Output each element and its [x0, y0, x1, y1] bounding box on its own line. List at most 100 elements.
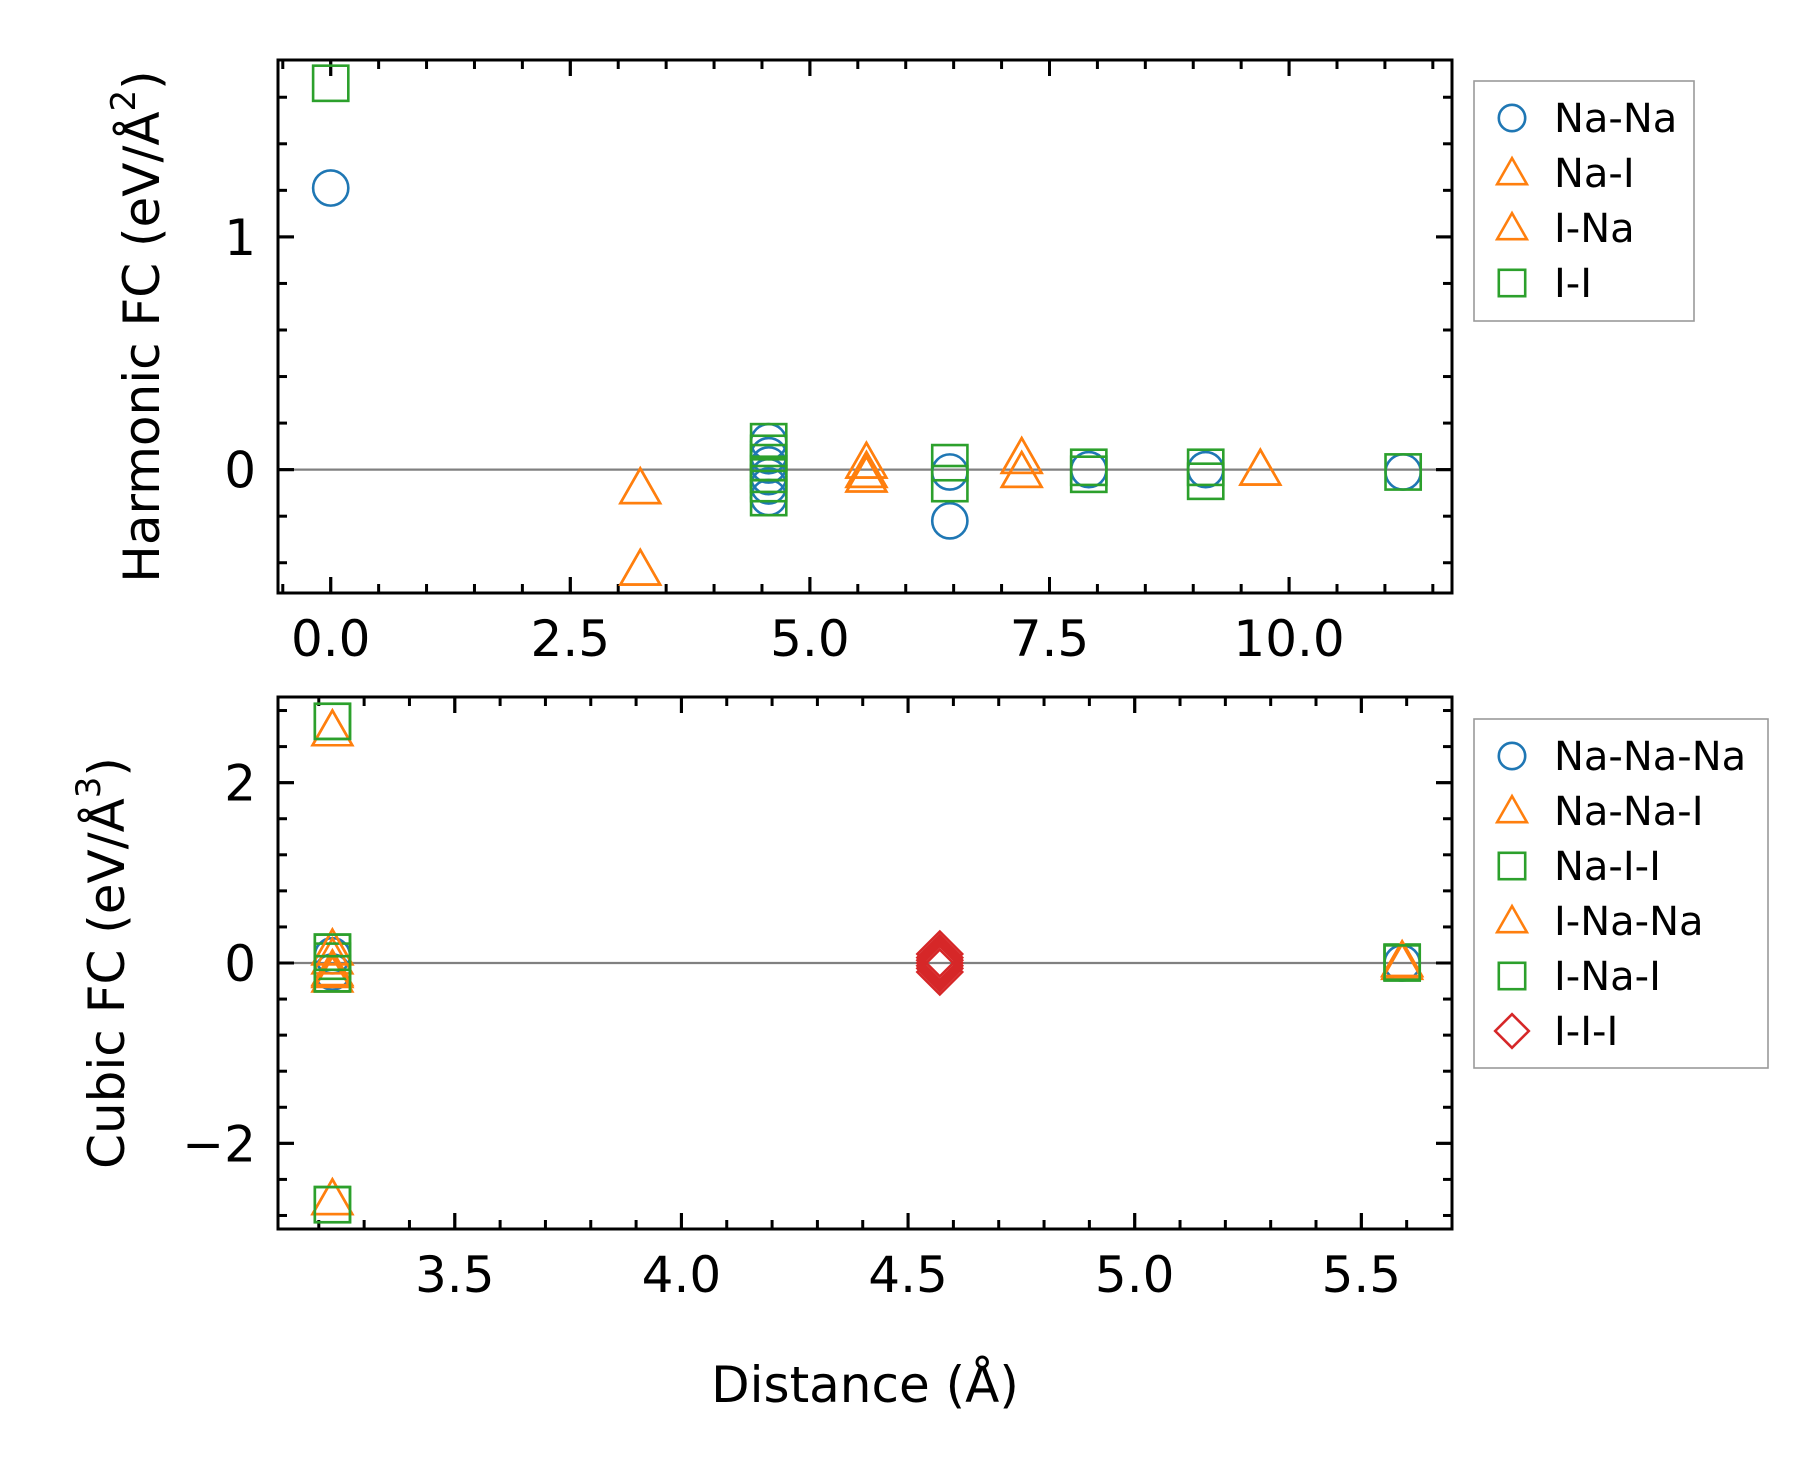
i-na-i-point [1383, 944, 1422, 982]
i-i-point [1069, 455, 1108, 494]
i-na-point [844, 440, 889, 479]
harmonic-y-axis-label: Harmonic FC (eV/Å2) [104, 70, 171, 582]
legend-i-na-i-label: I-Na-I [1554, 954, 1661, 1000]
i-i-point [1069, 448, 1108, 487]
harmonic-y-axis-label-close: ) [113, 70, 171, 90]
cubic-x-tick-label: 5.5 [1322, 1246, 1402, 1304]
na-i-point [618, 547, 663, 586]
i-na-na-point [1380, 938, 1425, 978]
harmonic-tick-labels: 0.0 2.5 5.0 7.5 10.0 0 1 [224, 209, 1345, 668]
i-na-point [618, 547, 663, 586]
harmonic-x-tick-label: 7.5 [1010, 610, 1090, 668]
i-i-point [1186, 448, 1225, 487]
i-i-i-point [915, 929, 965, 979]
harmonic-x-tick-label: 10.0 [1233, 610, 1344, 668]
legend-i-i-i-marker [1493, 1012, 1531, 1050]
legend-na-i-label: Na-I [1554, 151, 1635, 197]
i-i-point [1384, 453, 1423, 491]
harmonic-y-axis-label-exponent: 2 [104, 90, 144, 112]
i-i-i-point [915, 944, 965, 993]
i-na-na-point [310, 1176, 355, 1216]
legend-i-na-na-marker [1494, 903, 1530, 934]
cubic-plot-frame [276, 695, 1454, 1231]
cubic-x-tick-label: 5.0 [1095, 1246, 1175, 1304]
i-i-i-point [915, 947, 965, 997]
cubic-y-axis-label: Cubic FC (eV/Å3) [69, 757, 136, 1169]
i-na-point [999, 435, 1044, 475]
i-na-i-point [313, 954, 352, 993]
na-na-point [1384, 453, 1423, 491]
na-i-point [1238, 447, 1283, 486]
i-na-point [999, 449, 1044, 489]
legend-na-na-na-label: Na-Na-Na [1554, 734, 1746, 780]
na-na-i-point [310, 1176, 355, 1216]
harmonic-y-axis-label-main: Harmonic FC (eV/Å [113, 111, 171, 582]
harmonic-x-tick-label: 2.5 [531, 610, 611, 668]
i-i-i-point [915, 941, 965, 990]
harmonic-y-tick-label: 1 [224, 209, 256, 267]
legend-na-na-na-marker [1497, 741, 1527, 771]
legend-na-na-i-label: Na-Na-I [1554, 789, 1704, 835]
harmonic-y-tick-label: 0 [224, 442, 256, 500]
cubic-x-tick-label: 4.5 [868, 1246, 948, 1304]
legend-i-na-marker [1494, 210, 1530, 241]
i-na-na-point [310, 927, 355, 966]
harmonic-data-points [311, 64, 1423, 586]
cubic-legend: Na-Na-Na Na-Na-I Na-I-I I-Na-Na I-Na-I I-I-I [1473, 718, 1769, 1069]
cubic-x-tick-label: 3.5 [415, 1246, 495, 1304]
na-i-i-point [313, 1185, 352, 1224]
i-na-point [844, 449, 889, 489]
cubic-y-axis-label-main: Cubic FC (eV/Å [78, 798, 136, 1169]
cubic-x-tick-label: 4.0 [642, 1246, 722, 1304]
i-na-point [618, 465, 663, 505]
legend-na-na-label: Na-Na [1554, 96, 1677, 142]
legend-na-i-i-label: Na-I-I [1554, 844, 1661, 890]
harmonic-plot-frame [276, 58, 1454, 595]
i-na-i-point [313, 1185, 352, 1224]
harmonic-legend-frame [1473, 80, 1695, 322]
harmonic-axis-ticks [278, 60, 1452, 593]
i-na-point [844, 454, 889, 493]
legend-i-na-label: I-Na [1554, 206, 1635, 252]
harmonic-x-tick-label: 5.0 [770, 610, 850, 668]
harmonic-x-tick-label: 0.0 [291, 610, 371, 668]
i-na-i-point [313, 702, 352, 741]
na-na-point [930, 501, 969, 540]
i-na-point [1238, 447, 1283, 486]
legend-na-i-marker [1494, 155, 1530, 186]
legend-na-na-i-marker [1494, 793, 1530, 824]
legend-i-na-na-label: I-Na-Na [1554, 899, 1704, 945]
legend-na-i-i-marker [1497, 851, 1527, 881]
cubic-y-axis-label-exponent: 3 [69, 777, 109, 799]
i-i-i-point [915, 933, 965, 982]
legend-na-na-marker [1497, 103, 1527, 133]
cubic-legend-frame [1473, 718, 1769, 1069]
i-na-i-point [313, 933, 352, 972]
legend-i-i-label: I-I [1554, 261, 1592, 307]
i-i-i-point [915, 936, 965, 985]
legend-i-i-marker [1497, 268, 1527, 298]
na-i-point [844, 440, 889, 479]
legend-i-i-i-label: I-I-I [1554, 1009, 1618, 1055]
na-na-point [930, 453, 969, 491]
i-i-point [930, 443, 969, 482]
i-i-point [749, 478, 788, 517]
i-i-point [311, 64, 350, 103]
i-i-point [1186, 462, 1225, 501]
harmonic-legend: Na-Na Na-I I-Na I-I [1473, 80, 1695, 322]
cubic-fc-panel: 3.5 4.0 4.5 5.0 5.5 −2 0 2 Cubic FC (eV/Å3) Dis… [69, 695, 1769, 1414]
legend-i-na-i-marker [1497, 961, 1527, 991]
na-na-point [311, 169, 350, 207]
cubic-y-axis-label-close: ) [78, 757, 136, 777]
harmonic-fc-panel: 0.0 2.5 5.0 7.5 10.0 0 1 Harmonic FC (eV/Å2) N… [104, 58, 1695, 668]
cubic-data-points [310, 702, 1425, 1224]
cubic-y-tick-label: 0 [224, 935, 256, 993]
i-na-na-point [310, 707, 355, 747]
cubic-y-tick-label: −2 [182, 1115, 256, 1173]
na-i-point [618, 465, 663, 505]
na-i-point [999, 435, 1044, 475]
distance-x-axis-label: Distance (Å) [711, 1356, 1019, 1414]
i-i-point [930, 464, 969, 503]
cubic-tick-labels: 3.5 4.0 4.5 5.0 5.5 −2 0 2 [182, 755, 1401, 1304]
